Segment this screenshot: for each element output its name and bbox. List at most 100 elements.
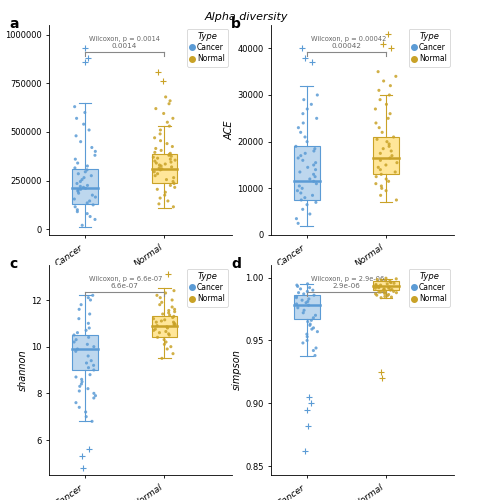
Text: 0.00042: 0.00042 bbox=[331, 43, 361, 49]
Point bbox=[83, 182, 91, 190]
Point bbox=[77, 300, 85, 308]
Point bbox=[382, 290, 389, 298]
Point bbox=[294, 304, 302, 312]
Bar bbox=[374, 282, 399, 290]
Point bbox=[310, 161, 317, 169]
Point bbox=[302, 298, 310, 306]
Point bbox=[386, 278, 393, 285]
Point bbox=[160, 110, 168, 118]
Point bbox=[163, 176, 171, 184]
Point bbox=[88, 191, 96, 199]
Point bbox=[381, 292, 389, 300]
Point bbox=[90, 394, 98, 402]
Point bbox=[388, 286, 396, 294]
Point bbox=[156, 126, 164, 134]
Point bbox=[378, 128, 386, 136]
Point bbox=[81, 108, 89, 116]
Point bbox=[293, 281, 301, 289]
Point bbox=[383, 138, 391, 145]
Point bbox=[295, 182, 303, 190]
Point bbox=[292, 214, 300, 222]
Point bbox=[166, 150, 174, 158]
Point bbox=[310, 147, 318, 155]
Point bbox=[390, 279, 398, 287]
Point bbox=[76, 382, 84, 390]
Point bbox=[385, 178, 392, 186]
Point bbox=[72, 132, 80, 140]
Point bbox=[91, 148, 99, 156]
Point bbox=[70, 102, 78, 110]
Point bbox=[157, 317, 165, 325]
Point bbox=[310, 291, 318, 299]
Point bbox=[87, 356, 95, 364]
Point bbox=[83, 340, 91, 348]
Point bbox=[90, 362, 98, 370]
Point bbox=[385, 290, 392, 298]
Bar bbox=[152, 154, 177, 182]
Point bbox=[84, 384, 92, 392]
Point bbox=[392, 275, 400, 283]
Point bbox=[371, 105, 379, 113]
Bar bbox=[72, 335, 98, 370]
Point bbox=[88, 418, 96, 426]
Point bbox=[80, 120, 88, 128]
Point bbox=[84, 364, 92, 372]
Point bbox=[384, 292, 391, 300]
Point bbox=[152, 318, 160, 326]
Point bbox=[310, 178, 317, 186]
Point bbox=[378, 184, 386, 192]
Point bbox=[86, 370, 94, 378]
Point bbox=[388, 152, 396, 160]
Point bbox=[375, 288, 383, 296]
Point bbox=[166, 122, 174, 130]
Point bbox=[89, 292, 97, 300]
Point bbox=[314, 328, 321, 336]
Point bbox=[84, 352, 92, 360]
Point bbox=[165, 152, 173, 160]
Point bbox=[170, 174, 177, 182]
Point bbox=[152, 104, 160, 112]
Point bbox=[77, 380, 85, 388]
Point bbox=[312, 158, 319, 166]
Point bbox=[292, 142, 300, 150]
Point bbox=[77, 186, 85, 194]
Point bbox=[392, 196, 400, 204]
Point bbox=[74, 170, 82, 178]
Point bbox=[159, 310, 167, 318]
Point bbox=[70, 195, 78, 203]
Point bbox=[312, 198, 320, 206]
Point bbox=[312, 344, 320, 352]
Point bbox=[171, 320, 178, 328]
Point bbox=[163, 345, 171, 353]
Point bbox=[151, 148, 159, 156]
Point bbox=[372, 290, 380, 298]
Point bbox=[85, 324, 93, 332]
Point bbox=[387, 278, 394, 286]
Point bbox=[293, 292, 301, 300]
Point bbox=[155, 161, 163, 169]
Point bbox=[171, 156, 179, 164]
Point bbox=[374, 164, 382, 172]
Point bbox=[301, 150, 309, 158]
Point bbox=[167, 152, 175, 160]
Point bbox=[379, 287, 387, 295]
Y-axis label: ACE: ACE bbox=[224, 120, 234, 140]
Point bbox=[76, 182, 84, 190]
Text: c: c bbox=[9, 256, 17, 270]
Point bbox=[167, 182, 175, 190]
Point bbox=[83, 210, 91, 218]
Point bbox=[90, 366, 98, 374]
Point bbox=[382, 175, 390, 183]
Point bbox=[74, 187, 82, 195]
Point bbox=[303, 332, 311, 340]
Point bbox=[373, 276, 381, 283]
Point bbox=[158, 165, 166, 173]
Point bbox=[71, 155, 79, 163]
Point bbox=[311, 352, 319, 360]
Point bbox=[371, 284, 379, 292]
Point bbox=[149, 153, 157, 161]
Point bbox=[293, 186, 301, 194]
Point bbox=[294, 124, 302, 132]
Point bbox=[154, 154, 162, 162]
Point bbox=[81, 168, 89, 176]
